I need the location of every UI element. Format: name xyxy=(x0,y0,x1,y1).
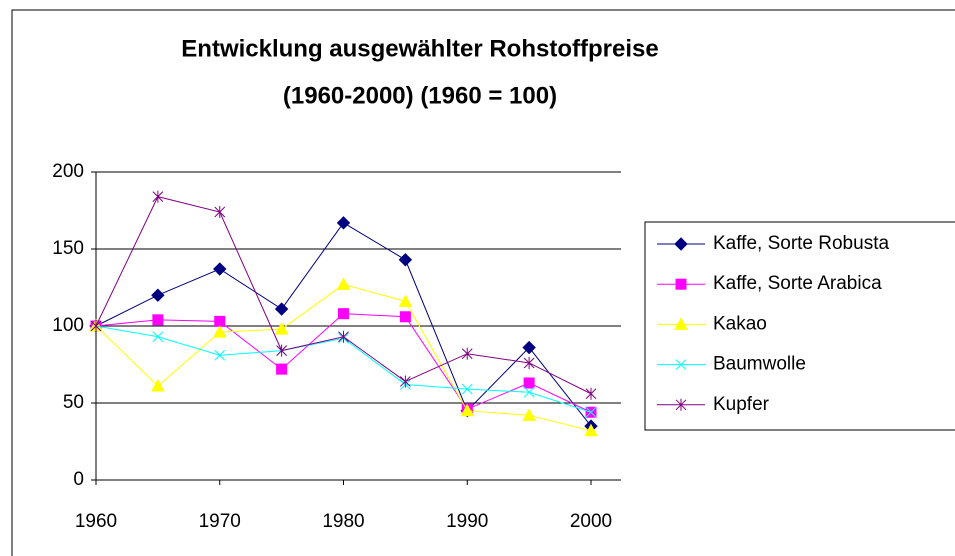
legend-box xyxy=(644,221,955,431)
data-point xyxy=(151,288,165,302)
data-point xyxy=(152,314,164,326)
data-point xyxy=(214,206,226,219)
data-point xyxy=(276,344,287,357)
data-point xyxy=(398,253,413,267)
data-point xyxy=(336,216,351,230)
x-tick-label: 1980 xyxy=(322,511,364,532)
x-tick-label: 1960 xyxy=(75,511,117,532)
y-tick-label: 100 xyxy=(52,315,84,336)
y-tick-label: 150 xyxy=(52,238,84,259)
legend-label: Kaffe, Sorte Arabica xyxy=(713,273,882,294)
legend-label: Kupfer xyxy=(713,394,770,415)
data-point xyxy=(461,347,473,360)
data-point xyxy=(152,331,164,343)
legend-marker xyxy=(675,359,687,370)
legend-marker xyxy=(675,278,687,290)
data-point xyxy=(274,302,289,316)
legend-marker xyxy=(674,237,688,251)
x-tick-label: 1970 xyxy=(199,511,241,532)
chart-title: Entwicklung ausgewählter Rohstoffpreise xyxy=(181,35,658,62)
legend-marker xyxy=(675,398,687,411)
data-point xyxy=(461,383,473,395)
x-tick-label: 2000 xyxy=(570,511,612,532)
data-point xyxy=(460,403,475,417)
data-point xyxy=(398,294,413,307)
data-point xyxy=(523,377,535,389)
data-point xyxy=(399,311,411,323)
data-point xyxy=(522,408,536,421)
data-point xyxy=(214,315,226,327)
y-tick-label: 200 xyxy=(52,161,84,182)
legend-label: Kakao xyxy=(713,313,767,334)
data-point xyxy=(523,386,535,398)
data-point xyxy=(276,363,288,375)
data-point xyxy=(336,277,351,290)
data-point xyxy=(523,356,535,369)
y-tick-label: 0 xyxy=(73,469,84,490)
data-point xyxy=(90,320,102,332)
data-point xyxy=(214,349,226,361)
data-point xyxy=(585,387,597,400)
legend-marker xyxy=(674,317,688,330)
data-point xyxy=(585,406,597,418)
data-point xyxy=(212,325,227,338)
legend-label: Baumwolle xyxy=(713,354,806,375)
data-point xyxy=(274,322,289,335)
legend-label: Kaffe, Sorte Robusta xyxy=(713,233,889,254)
chart-title: (1960-2000) (1960 = 100) xyxy=(283,82,557,109)
data-point xyxy=(522,340,536,355)
data-point xyxy=(152,190,164,203)
data-point xyxy=(584,423,598,437)
data-point xyxy=(213,262,227,276)
x-tick-label: 1990 xyxy=(446,511,488,532)
y-tick-label: 50 xyxy=(63,392,84,413)
data-point xyxy=(151,379,165,392)
data-point xyxy=(338,308,349,320)
data-point xyxy=(338,330,349,343)
data-point xyxy=(400,375,411,388)
